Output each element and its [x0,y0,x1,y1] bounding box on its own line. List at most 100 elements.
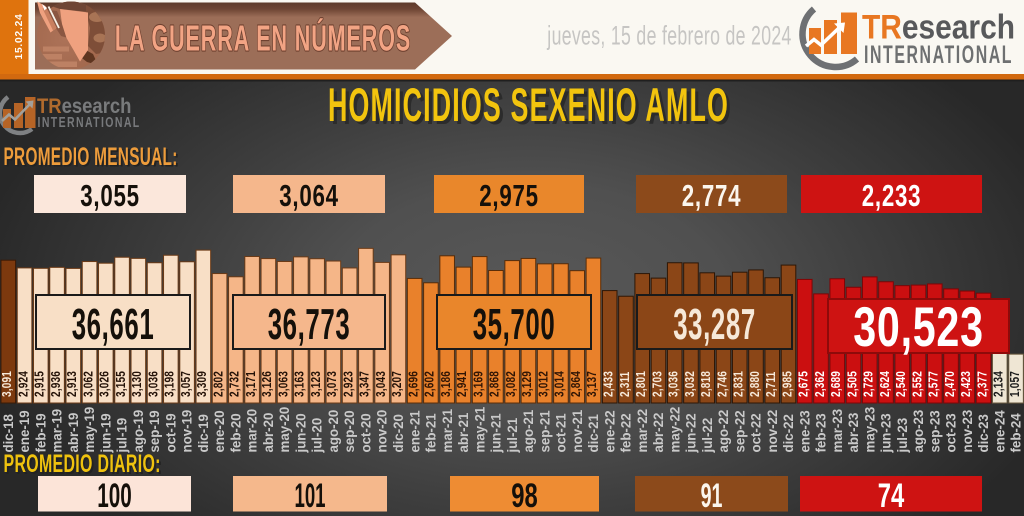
svg-text:abr-19: abr-19 [66,412,81,452]
svg-text:jun-20: jun-20 [293,413,308,454]
svg-text:100: 100 [97,477,132,516]
svg-text:mar-20: mar-20 [244,409,259,453]
svg-text:oct-22: oct-22 [748,413,763,453]
svg-text:jun-19: jun-19 [98,413,113,454]
svg-text:2,711: 2,711 [765,371,778,397]
svg-text:3,091: 3,091 [1,371,14,397]
svg-text:2,732: 2,732 [229,371,242,397]
svg-text:2,134: 2,134 [993,371,1006,397]
svg-text:jul-23: jul-23 [895,417,910,453]
svg-text:2,423: 2,423 [960,371,973,397]
svg-text:nov-19: nov-19 [179,409,194,452]
svg-text:sep-19: sep-19 [147,410,162,453]
svg-text:TResearch: TResearch [37,95,131,118]
svg-text:3,064: 3,064 [279,178,338,212]
svg-text:2,689: 2,689 [830,371,843,397]
svg-text:oct-23: oct-23 [943,413,958,453]
svg-text:3,155: 3,155 [115,371,128,397]
svg-text:2,801: 2,801 [635,371,648,397]
svg-text:nov-21: nov-21 [569,409,584,452]
svg-text:2,880: 2,880 [749,371,762,397]
svg-text:2,362: 2,362 [814,371,827,397]
svg-text:2,624: 2,624 [879,371,892,397]
svg-text:TResearch: TResearch [862,8,1015,46]
svg-text:feb-21: feb-21 [423,413,438,453]
svg-text:oct-19: oct-19 [163,413,178,453]
svg-text:ene-24: ene-24 [992,410,1007,453]
svg-text:15.02.24: 15.02.24 [14,13,25,59]
svg-text:PROMEDIO DIARIO:: PROMEDIO DIARIO: [5,452,162,479]
svg-text:2,675: 2,675 [798,371,811,397]
svg-text:2,311: 2,311 [619,371,632,397]
svg-text:dic-23: dic-23 [976,414,991,453]
svg-text:2,552: 2,552 [911,371,924,397]
svg-text:3,043: 3,043 [375,371,388,397]
svg-text:sep-21: sep-21 [537,410,552,453]
svg-text:2,696: 2,696 [408,371,421,397]
svg-text:jueves, 15 de febrero de 2024: jueves, 15 de febrero de 2024 [547,20,792,51]
svg-text:3,198: 3,198 [164,371,177,397]
svg-text:91: 91 [701,476,723,514]
svg-text:feb-22: feb-22 [618,413,633,453]
svg-text:PROMEDIO MENSUAL:: PROMEDIO MENSUAL: [5,145,179,173]
svg-text:abr-23: abr-23 [846,412,861,452]
svg-text:2,746: 2,746 [716,371,729,397]
svg-text:2,233: 2,233 [862,178,921,212]
svg-text:98: 98 [511,477,537,515]
svg-text:36,661: 36,661 [72,300,155,349]
svg-text:36,773: 36,773 [268,300,351,349]
svg-text:mar-21: mar-21 [439,409,454,453]
svg-text:2,915: 2,915 [34,371,47,397]
svg-text:LA GUERRA EN NÚMEROS: LA GUERRA EN NÚMEROS [115,18,411,59]
svg-text:2,864: 2,864 [570,371,583,397]
svg-text:abr-20: abr-20 [261,412,276,452]
svg-text:3,137: 3,137 [586,371,599,397]
svg-text:35,700: 35,700 [473,300,556,349]
svg-text:2,985: 2,985 [781,371,794,397]
svg-text:3,073: 3,073 [326,371,339,397]
svg-text:ene-22: ene-22 [602,410,617,453]
svg-text:3,171: 3,171 [245,371,258,397]
svg-text:may-19: may-19 [82,406,97,452]
svg-text:2,602: 2,602 [424,371,437,397]
svg-text:feb-23: feb-23 [813,413,828,453]
svg-text:3,036: 3,036 [147,371,160,397]
svg-text:ene-21: ene-21 [407,410,422,453]
svg-text:HOMICIDIOS SEXENIO AMLO: HOMICIDIOS SEXENIO AMLO [331,82,732,135]
svg-text:PROMEDIO DIARIO:: PROMEDIO DIARIO: [4,451,161,478]
svg-text:ene-23: ene-23 [797,410,812,453]
svg-text:dic-20: dic-20 [391,414,406,453]
svg-text:3,055: 3,055 [80,178,139,212]
svg-text:INTERNATIONAL: INTERNATIONAL [864,42,1013,69]
svg-text:33,287: 33,287 [673,300,756,349]
svg-text:2,975: 2,975 [479,178,538,212]
svg-text:3,163: 3,163 [294,371,307,397]
svg-text:nov-22: nov-22 [765,409,780,452]
svg-text:ago-22: ago-22 [716,409,731,452]
svg-text:ago-19: ago-19 [131,409,146,452]
svg-text:2,433: 2,433 [603,371,616,397]
svg-text:3,123: 3,123 [310,371,323,397]
svg-text:3,126: 3,126 [261,371,274,397]
svg-text:3,057: 3,057 [180,371,193,397]
svg-text:3,207: 3,207 [391,371,404,397]
svg-text:2,923: 2,923 [342,371,355,397]
svg-text:nov-23: nov-23 [960,409,975,452]
svg-text:abr-21: abr-21 [456,412,471,452]
svg-text:jun-22: jun-22 [683,413,698,454]
svg-text:3,026: 3,026 [99,371,112,397]
svg-text:2,818: 2,818 [700,371,713,397]
svg-text:2,470: 2,470 [944,371,957,397]
svg-text:3,130: 3,130 [131,371,144,397]
svg-text:jul-19: jul-19 [114,417,129,453]
svg-text:abr-22: abr-22 [651,412,666,452]
svg-text:30,523: 30,523 [853,296,983,359]
svg-text:3,032: 3,032 [684,371,697,397]
svg-text:sep-20: sep-20 [342,410,357,453]
svg-text:2,377: 2,377 [976,371,989,397]
svg-text:3,062: 3,062 [82,371,95,397]
svg-text:3,186: 3,186 [440,371,453,397]
svg-text:2,774: 2,774 [682,178,741,212]
svg-text:2,802: 2,802 [212,371,225,397]
svg-text:nov-20: nov-20 [374,409,389,452]
